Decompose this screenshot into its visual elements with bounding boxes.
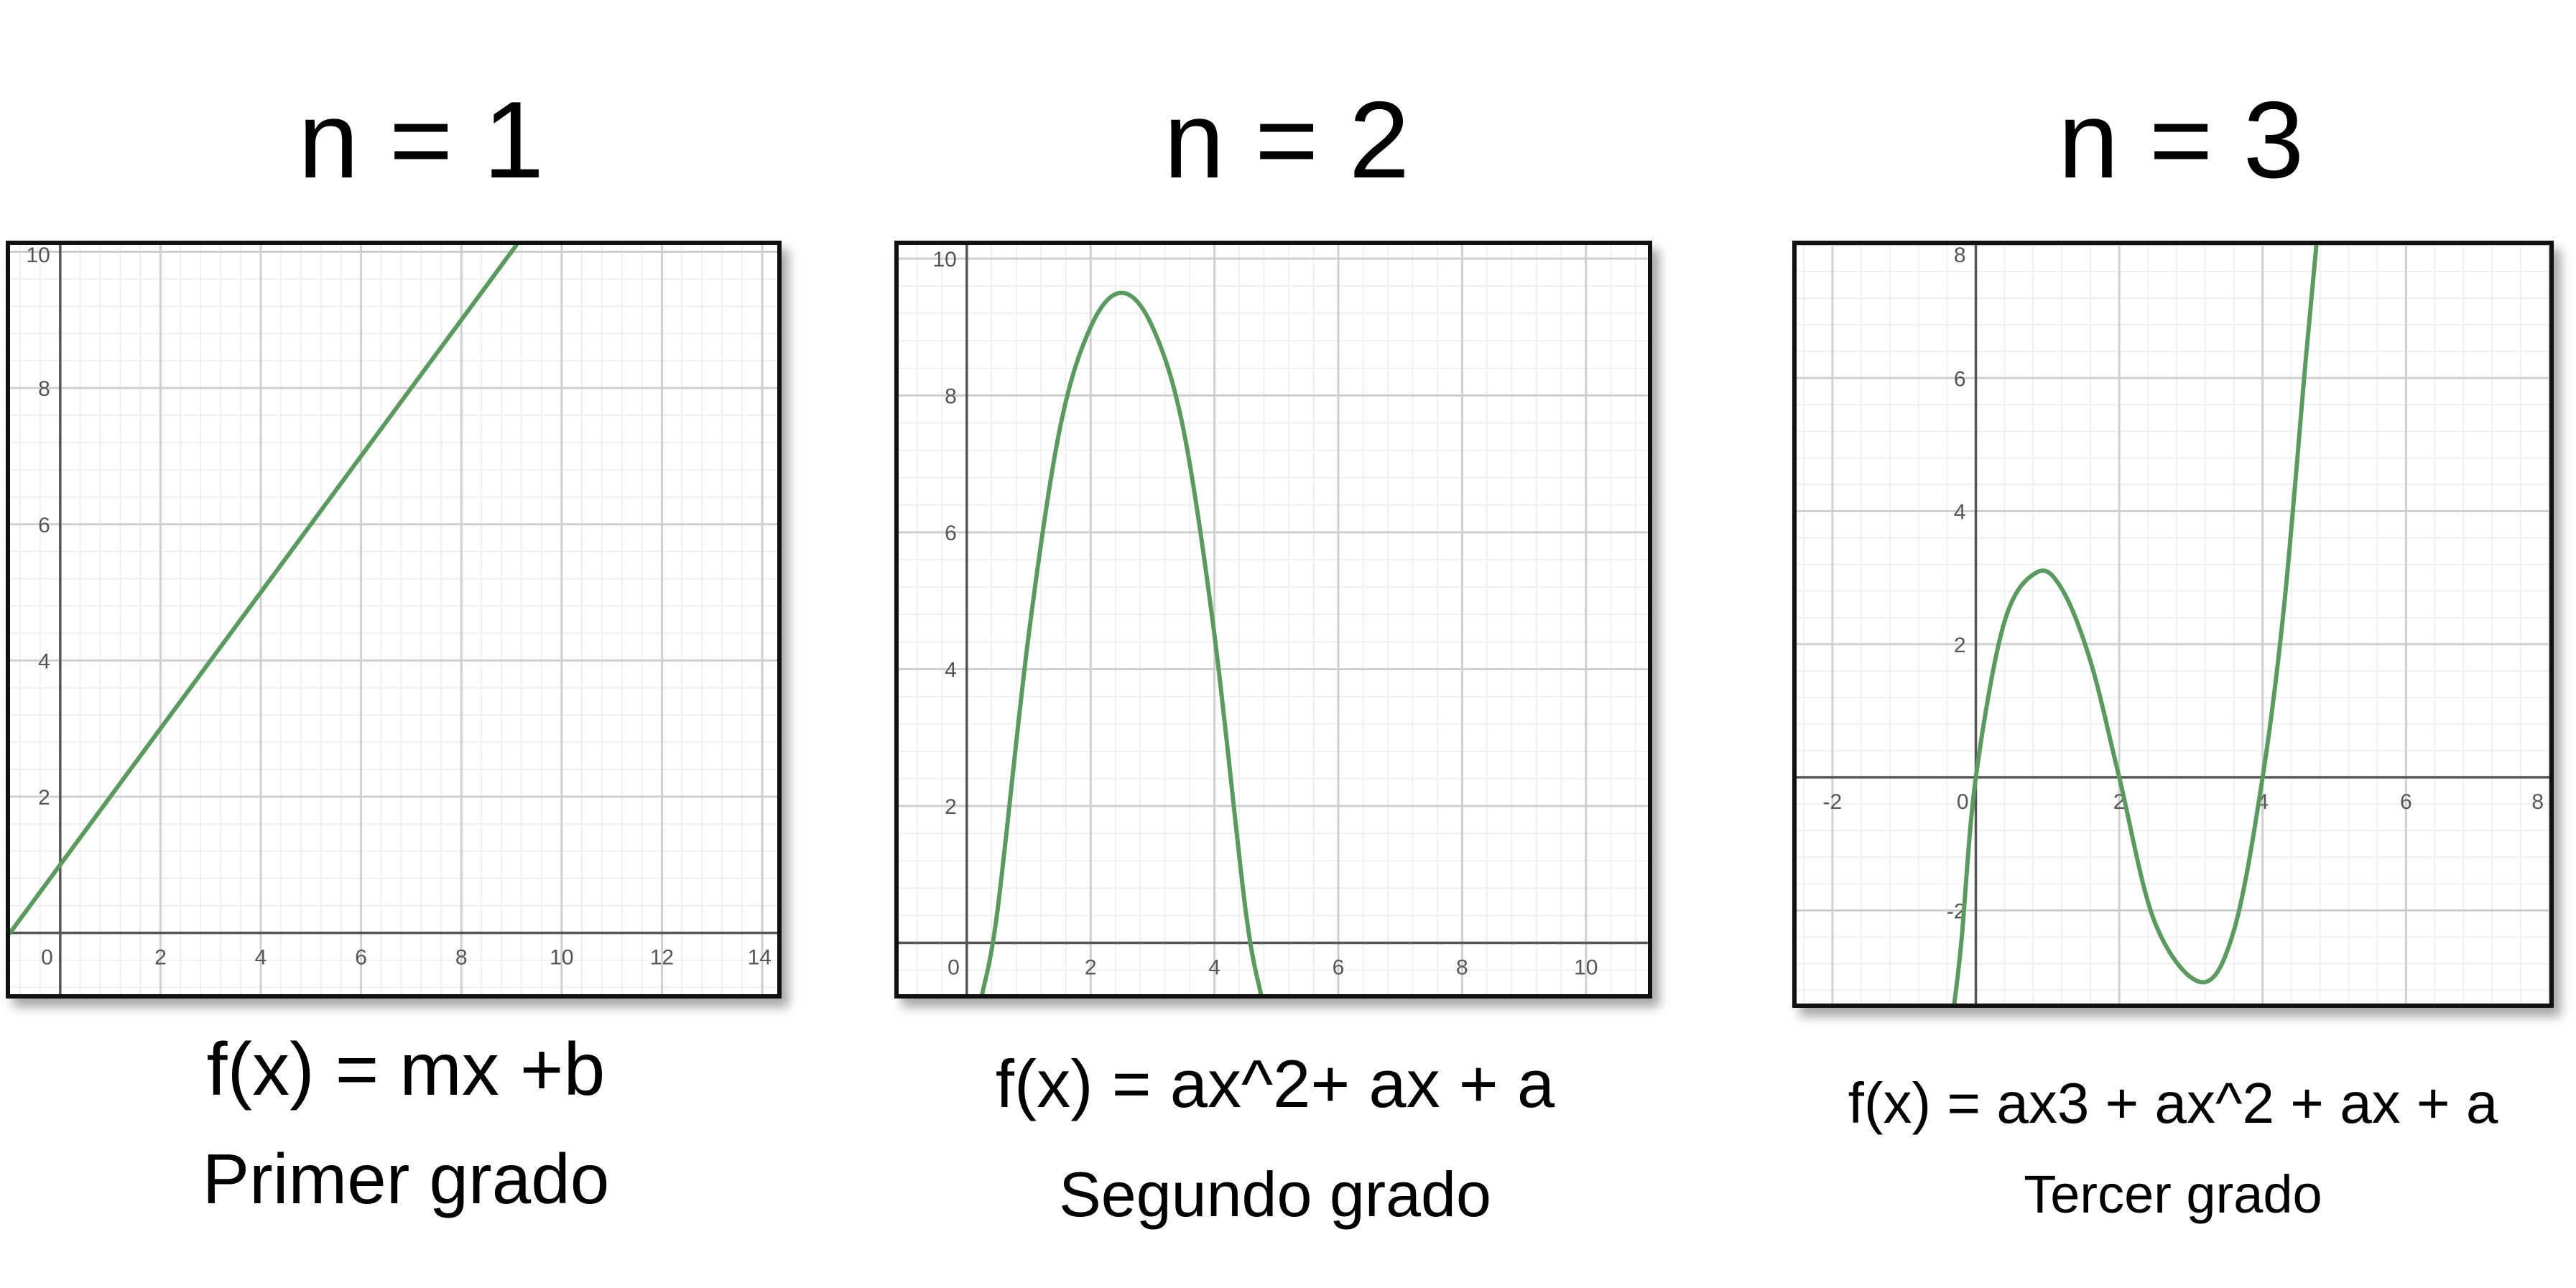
x-tick-label: 8	[2531, 790, 2544, 814]
y-tick-label: 8	[38, 377, 50, 401]
y-tick-label: 4	[945, 659, 957, 682]
panel-3-caption: Tercer grado	[2024, 1164, 2322, 1224]
major-grid	[10, 245, 777, 994]
major-grid	[899, 245, 1648, 994]
y-tick-label: 8	[945, 385, 957, 409]
y-tick-label: 6	[945, 522, 957, 545]
panel-3-formula: f(x) = ax3 + ax^2 + ax + a	[1848, 1071, 2498, 1135]
x-tick-label: 4	[1208, 956, 1220, 980]
x-tick-label: 6	[1333, 956, 1345, 980]
y-tick-label: 8	[1954, 245, 1966, 267]
x-tick-label: 0	[41, 946, 53, 970]
y-tick-label: 6	[1954, 367, 1966, 391]
panel-2-chart: 0 2 4 6 8 10 2 4 6 8 10	[894, 241, 1652, 999]
x-tick-label: 2	[154, 946, 167, 970]
y-tick-label: 2	[1954, 634, 1966, 657]
panel-2-title: n = 2	[1164, 79, 1410, 201]
minor-grid	[899, 245, 1648, 994]
series-curve	[1952, 245, 2319, 1004]
x-tick-label: 2	[1085, 956, 1097, 980]
series-curve	[10, 245, 519, 935]
y-tick-label: 6	[38, 514, 50, 537]
x-tick-label: 0	[1957, 790, 1969, 814]
panel-3-chart: -2 0 2 4 6 8 -2 2 4 6 8	[1792, 241, 2554, 1008]
panel-2-caption: Segundo grado	[1059, 1159, 1491, 1230]
panel-2-formula: f(x) = ax^2+ ax + a	[995, 1046, 1555, 1121]
x-tick-label: 0	[948, 956, 960, 980]
x-tick-label: 10	[1574, 956, 1598, 980]
y-tick-label: 10	[26, 245, 50, 267]
minor-grid	[1797, 245, 2549, 1004]
y-tick-label: 4	[1954, 501, 1966, 524]
chart-2-svg: 0 2 4 6 8 10 2 4 6 8 10	[899, 245, 1648, 994]
x-tick-label: 8	[1456, 956, 1468, 980]
x-tick-label: 10	[550, 946, 573, 970]
y-tick-label: 4	[38, 649, 50, 673]
y-tick-label: 2	[945, 795, 957, 819]
major-grid	[1797, 245, 2549, 1004]
chart-1-svg: 0 2 4 6 8 10 12 14 2 4 6 8 10	[10, 245, 777, 994]
panel-1-caption: Primer grado	[202, 1139, 610, 1218]
panel-1-formula: f(x) = mx +b	[206, 1028, 606, 1111]
x-tick-label: 6	[2400, 790, 2412, 814]
panel-1-title: n = 1	[298, 79, 545, 201]
x-tick-label: -2	[1823, 790, 1843, 814]
series-curve	[980, 290, 1264, 994]
y-tick-label: 2	[38, 786, 50, 810]
panel-3-title: n = 3	[2058, 79, 2304, 201]
x-tick-label: 14	[748, 946, 772, 970]
y-tick-label: 10	[932, 248, 956, 272]
x-tick-label: 12	[650, 946, 674, 970]
panel-1-chart: 0 2 4 6 8 10 12 14 2 4 6 8 10	[6, 241, 782, 999]
x-tick-label: 8	[455, 946, 468, 970]
x-tick-label: 4	[255, 946, 267, 970]
x-tick-label: 6	[355, 946, 367, 970]
